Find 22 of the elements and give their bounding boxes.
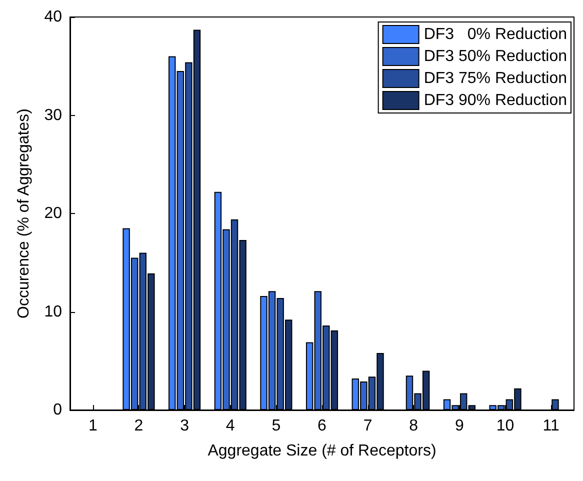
y-tick-label: 40 <box>44 8 62 26</box>
x-tick-label: 8 <box>409 418 418 434</box>
y-tick-label: 0 <box>53 402 62 418</box>
legend-label: DF3 0% Reduction <box>424 26 567 43</box>
y-axis-title: Occurence (% of Aggregates) <box>16 108 32 318</box>
x-tick-label: 7 <box>363 418 372 434</box>
x-tick-label: 9 <box>455 418 464 434</box>
x-tick-label: 4 <box>226 418 235 434</box>
legend-label: DF3 90% Reduction <box>424 92 567 109</box>
y-tick-label: 30 <box>44 106 62 124</box>
y-tick-label: 10 <box>44 303 62 320</box>
x-tick-label: 11 <box>542 418 560 434</box>
x-tick-label: 10 <box>496 418 514 434</box>
x-tick-label: 3 <box>180 418 190 434</box>
x-tick-label: 5 <box>272 418 281 434</box>
x-tick-label: 2 <box>134 418 144 434</box>
x-axis-title: Aggregate Size (# of Receptors) <box>208 442 436 460</box>
legend-label: DF3 50% Reduction <box>424 48 567 65</box>
legend-label: DF3 75% Reduction <box>424 70 567 87</box>
y-tick-label: 20 <box>44 205 62 222</box>
x-tick-label: 6 <box>318 418 327 434</box>
x-tick-label: 1 <box>88 418 98 434</box>
